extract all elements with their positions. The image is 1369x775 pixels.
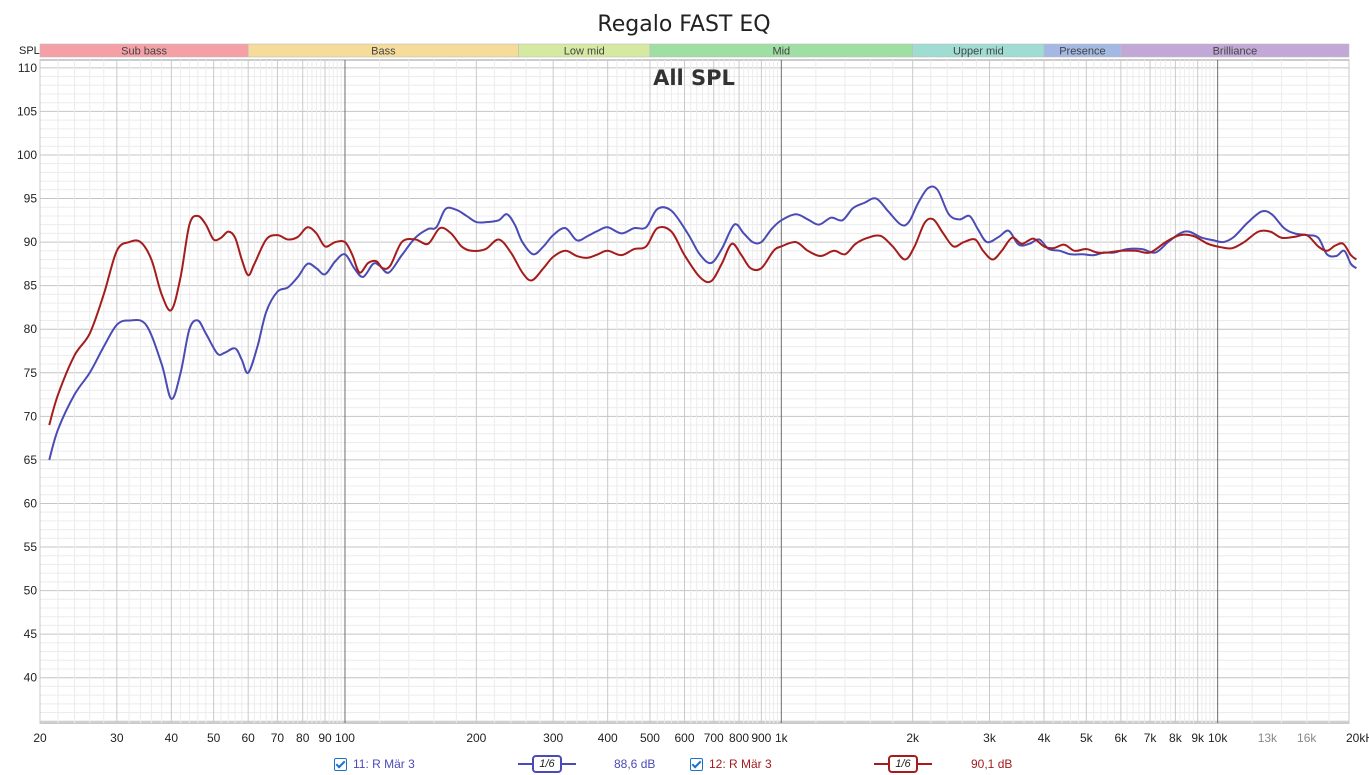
series-2-smoothing-value: 1/6	[888, 755, 918, 773]
x-tick-label: 100	[335, 731, 355, 745]
x-tick-label: 2k	[906, 731, 920, 745]
band-label-1: Bass	[371, 46, 396, 58]
x-tick-label: 20kHz	[1346, 731, 1369, 745]
y-tick-label: 45	[24, 627, 38, 641]
x-tick-label: 10k	[1208, 731, 1228, 745]
x-tick-label: 60	[242, 731, 256, 745]
panel-label: All SPL	[653, 66, 735, 90]
x-tick-label: 16k	[1297, 731, 1317, 745]
frequency-band-bar: Sub bass Bass Low mid Mid Upper mid Presence B…	[39, 43, 1350, 58]
y-tick-label: 85	[24, 279, 38, 293]
y-tick-label: 55	[24, 540, 38, 554]
series-line-1	[48, 185, 1358, 461]
x-tick-label: 50	[207, 731, 221, 745]
band-label-6: Brilliance	[1213, 46, 1258, 58]
y-unit-label: SPL	[19, 45, 40, 57]
x-tick-label: 3k	[983, 731, 997, 745]
x-tick-label: 20	[33, 731, 47, 745]
x-axis: 20 30 40 50 60 70 80 90 100 200 300 400 500 600 700 800…	[33, 731, 1369, 745]
series-1-smoothing-value: 1/6	[532, 755, 562, 773]
x-tick-label: 4k	[1038, 731, 1052, 745]
y-tick-label: 90	[24, 235, 38, 249]
band-label-4: Upper mid	[953, 46, 1004, 58]
band-label-3: Mid	[772, 46, 790, 58]
x-tick-label: 9k	[1191, 731, 1205, 745]
x-tick-label: 200	[466, 731, 486, 745]
series-1-level: 88,6 dB	[614, 757, 656, 771]
x-tick-label: 6k	[1115, 731, 1129, 745]
y-tick-label: 95	[24, 192, 38, 206]
y-tick-label: 80	[24, 322, 38, 336]
series-1-smoothing[interactable]: 1/6	[518, 754, 576, 774]
y-axis: 110 105 100 95 90 85 80 75 70 65 60 55 50 45 40	[17, 61, 37, 685]
x-tick-label: 5k	[1080, 731, 1094, 745]
y-tick-label: 70	[24, 409, 38, 423]
series-lines	[48, 185, 1358, 461]
x-tick-label: 30	[110, 731, 124, 745]
x-tick-label: 800	[729, 731, 749, 745]
x-tick-label: 40	[165, 731, 179, 745]
y-tick-label: 105	[17, 104, 37, 118]
x-tick-label: 70	[271, 731, 285, 745]
series-2-checkbox[interactable]	[690, 757, 703, 771]
x-tick-label: 7k	[1144, 731, 1158, 745]
x-tick-label: 1k	[775, 731, 789, 745]
band-6	[1120, 43, 1350, 58]
y-tick-label: 100	[17, 148, 37, 162]
y-tick-label: 40	[24, 671, 38, 685]
x-tick-label: 80	[296, 731, 310, 745]
x-tick-label: 300	[543, 731, 563, 745]
x-tick-label: 600	[675, 731, 695, 745]
y-tick-label: 50	[24, 584, 38, 598]
series-1-smoothing-line-right	[562, 763, 576, 765]
x-tick-label: 90	[318, 731, 332, 745]
y-tick-label: 60	[24, 496, 38, 510]
grid	[39, 60, 1350, 723]
x-tick-label: 13k	[1258, 731, 1278, 745]
y-tick-label: 65	[24, 453, 38, 467]
series-2-label: 12: R Mär 3	[709, 757, 772, 771]
legend-item-1: 11: R Mär 3	[334, 754, 415, 774]
series-2-smoothing-line-left	[874, 763, 888, 765]
series-2-smoothing-line-right	[918, 763, 932, 765]
x-tick-label: 8k	[1169, 731, 1183, 745]
band-label-5: Presence	[1059, 46, 1105, 58]
x-tick-label: 400	[598, 731, 618, 745]
chart-title: Regalo FAST EQ	[597, 12, 770, 37]
plot-area	[39, 59, 1350, 724]
y-tick-label: 110	[18, 61, 37, 75]
series-1-label: 11: R Mär 3	[353, 757, 415, 771]
x-tick-label: 500	[640, 731, 660, 745]
series-2-level: 90,1 dB	[971, 757, 1013, 771]
series-1-checkbox[interactable]	[334, 757, 347, 771]
series-1-smoothing-line-left	[518, 763, 532, 765]
x-tick-label: 700	[704, 731, 724, 745]
legend-item-2: 12: R Mär 3	[690, 754, 772, 774]
series-line-2	[48, 214, 1358, 426]
band-label-2: Low mid	[564, 46, 605, 58]
band-label-0: Sub bass	[121, 46, 167, 58]
x-tick-label: 900	[751, 731, 771, 745]
series-2-smoothing[interactable]: 1/6	[874, 754, 932, 774]
y-tick-label: 75	[24, 366, 38, 380]
